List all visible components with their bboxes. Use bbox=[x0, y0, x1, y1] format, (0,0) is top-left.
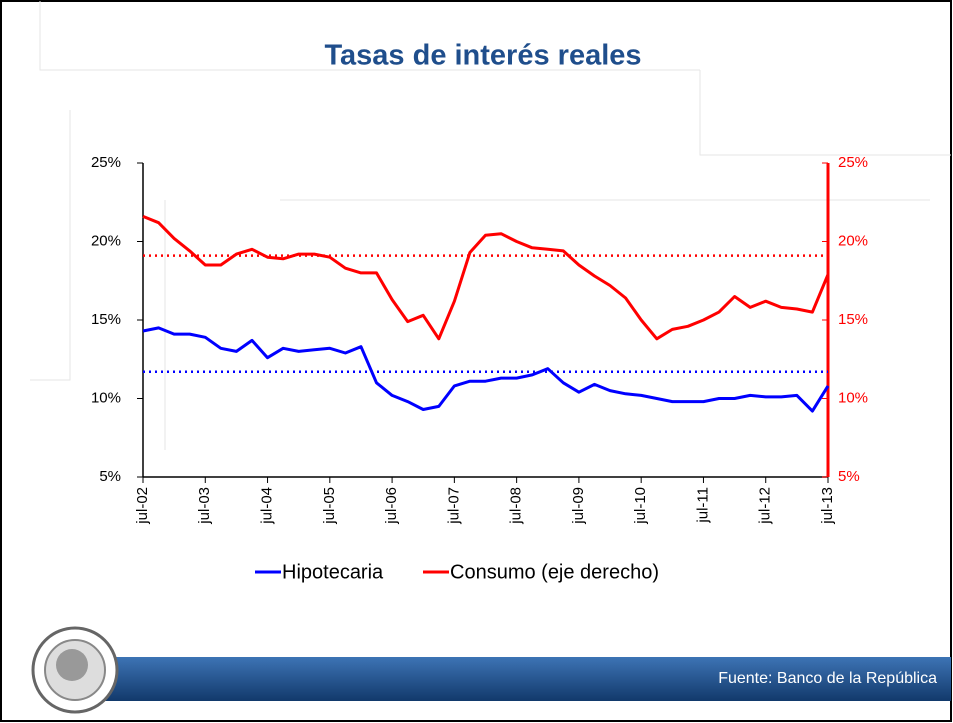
background-lines bbox=[30, 1, 951, 450]
x-tick-label: jul-09 bbox=[570, 487, 587, 525]
y2-tick-label: 5% bbox=[838, 468, 860, 485]
y2-tick-label: 10% bbox=[838, 389, 868, 406]
x-tick-label: jul-08 bbox=[508, 487, 525, 525]
x-tick-label: jul-13 bbox=[819, 487, 836, 525]
x-tick-label: jul-05 bbox=[321, 487, 338, 525]
x-tick-label: jul-02 bbox=[134, 487, 151, 525]
x-tick-label: jul-07 bbox=[445, 487, 462, 525]
x-tick-label: jul-11 bbox=[694, 487, 711, 524]
legend-label: Hipotecaria bbox=[282, 561, 384, 583]
y2-tick-label: 25% bbox=[838, 154, 868, 171]
x-tick-label: jul-03 bbox=[196, 487, 213, 525]
chart-title: Tasas de interés reales bbox=[324, 40, 641, 72]
legend-label: Consumo (eje derecho) bbox=[450, 561, 659, 583]
x-tick-label: jul-12 bbox=[757, 487, 774, 525]
x-tick-label: jul-06 bbox=[383, 487, 400, 525]
source-text: Fuente: Banco de la República bbox=[718, 670, 937, 687]
logo bbox=[31, 626, 119, 714]
y-tick-label: 20% bbox=[91, 232, 121, 249]
series-line bbox=[142, 326, 830, 413]
y-tick-label: 5% bbox=[99, 468, 121, 485]
y2-tick-label: 15% bbox=[838, 311, 868, 328]
x-tick-label: jul-10 bbox=[632, 487, 649, 525]
y-tick-label: 15% bbox=[91, 311, 121, 328]
footer-bar bbox=[80, 657, 951, 701]
y2-tick-label: 20% bbox=[838, 232, 868, 249]
y-tick-label: 25% bbox=[91, 154, 121, 171]
series-line bbox=[142, 215, 830, 341]
y-tick-label: 10% bbox=[91, 389, 121, 406]
x-tick-label: jul-04 bbox=[259, 487, 276, 525]
